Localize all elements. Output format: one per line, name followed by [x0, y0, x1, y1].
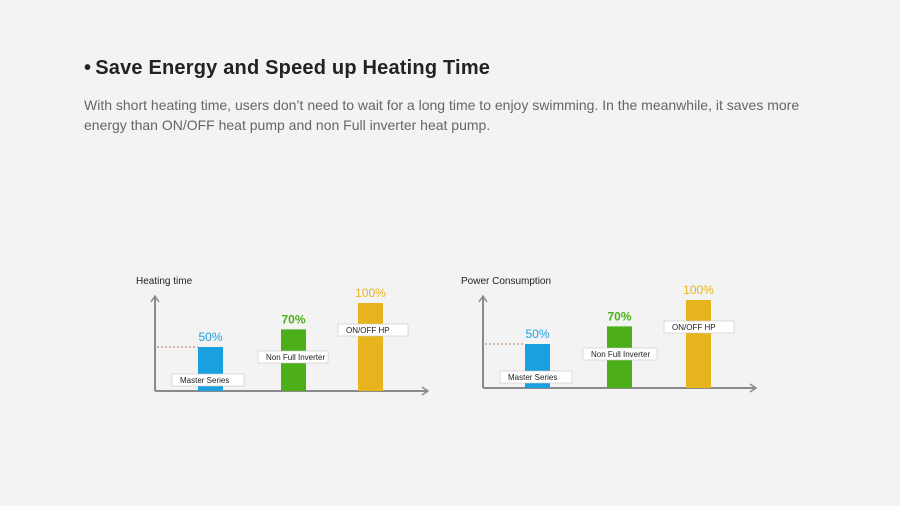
power-value-label-2: 100%	[683, 283, 714, 297]
heating-category-label-0: Master Series	[180, 376, 229, 385]
heating-value-label-1: 70%	[281, 312, 305, 326]
power-ylabel: Power Consumption	[461, 276, 551, 287]
heating-ylabel: Heating time	[136, 276, 193, 287]
heating-category-box-0	[171, 373, 245, 387]
heating-category-label-1: Non Full Inverter	[266, 353, 325, 362]
power-value-label-0: 50%	[525, 327, 549, 341]
section-title: Save Energy and Speed up Heating Time	[95, 57, 491, 79]
heating-category-box-2	[337, 323, 409, 337]
heating-category-label-2: ON/OFF HP	[346, 326, 390, 335]
heating-value-label-0: 50%	[198, 330, 222, 344]
power-category-box-2	[663, 320, 735, 334]
power-bar-2	[686, 300, 711, 388]
power-category-label-1: Non Full Inverter	[591, 350, 650, 359]
heating-value-label-2: 100%	[355, 286, 386, 300]
power-category-box-1	[582, 347, 658, 361]
heating-category-box-1	[257, 350, 329, 364]
power-category-label-0: Master Series	[508, 373, 557, 382]
power-category-box-0	[499, 370, 573, 384]
heating-x-arrow	[421, 386, 430, 396]
power-y-arrow	[478, 294, 488, 303]
power-value-label-1: 70%	[607, 309, 631, 323]
section-heading: • Save Energy and Speed up Heating Time	[84, 57, 490, 80]
section-description: With short heating time, users don’t nee…	[84, 97, 800, 133]
power-x-arrow	[749, 383, 758, 393]
heating-bar-2	[358, 303, 383, 391]
power-category-label-2: ON/OFF HP	[672, 323, 716, 332]
bullet: •	[84, 57, 92, 79]
heating-y-arrow	[150, 294, 160, 303]
